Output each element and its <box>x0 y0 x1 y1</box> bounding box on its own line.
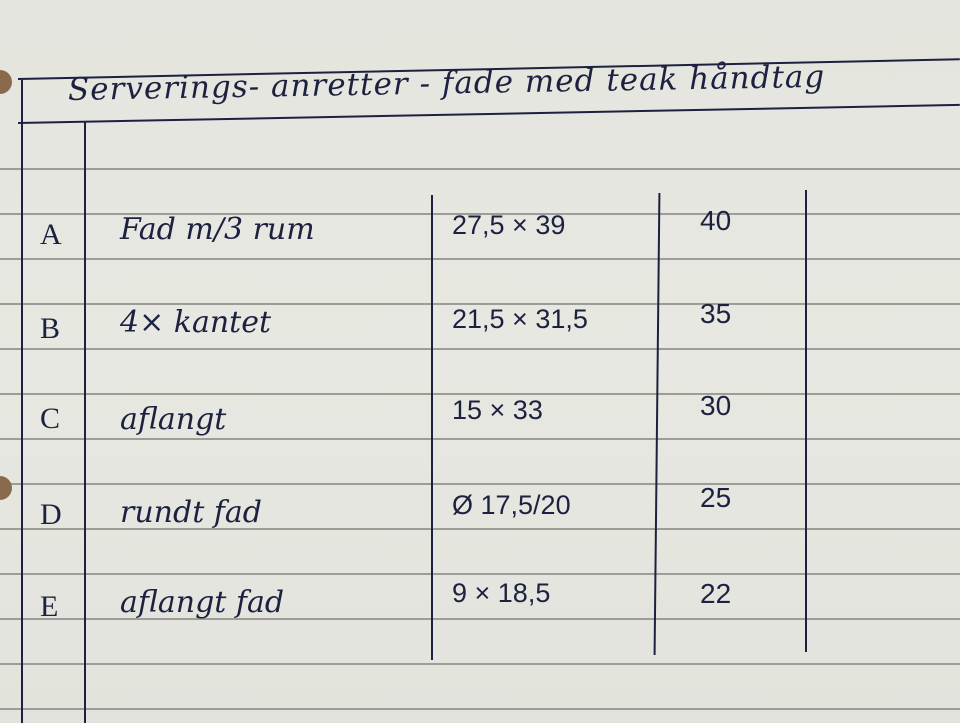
ruled-line <box>0 168 960 170</box>
ruled-line <box>0 393 960 395</box>
ruled-line <box>0 213 960 215</box>
margin-line-left <box>21 80 23 723</box>
ruled-line <box>0 663 960 665</box>
row-letter: A <box>40 218 62 251</box>
row-price: 40 <box>700 205 732 236</box>
row-description: aflangt fad <box>120 585 285 620</box>
row-price: 35 <box>700 298 732 329</box>
title-bottom-line <box>17 103 960 124</box>
ruled-line <box>0 528 960 530</box>
punch-hole <box>0 70 12 94</box>
ruled-line <box>0 618 960 620</box>
row-description: 4× kantet <box>120 305 272 340</box>
column-divider <box>805 190 807 652</box>
ruled-line <box>0 258 960 260</box>
margin-line-right <box>84 122 86 723</box>
ruled-line <box>0 708 960 710</box>
row-letter: C <box>40 402 61 435</box>
row-size: 21,5 × 31,5 <box>452 304 588 334</box>
punch-hole <box>0 476 12 500</box>
row-description: rundt fad <box>120 495 262 530</box>
row-price: 25 <box>700 482 732 513</box>
row-letter: B <box>40 312 61 345</box>
row-description: Fad m/3 rum <box>120 212 315 247</box>
ruled-line <box>0 438 960 440</box>
ruled-line <box>0 573 960 575</box>
ruled-line <box>0 348 960 350</box>
row-size: 27,5 × 39 <box>452 210 566 240</box>
row-size: 15 × 33 <box>452 395 543 425</box>
column-divider <box>431 195 433 660</box>
row-price: 30 <box>700 390 732 421</box>
row-description: aflangt <box>120 402 227 437</box>
row-letter: D <box>40 498 62 531</box>
column-divider <box>653 193 661 655</box>
row-size: Ø 17,5/20 <box>452 490 571 520</box>
row-letter: E <box>40 590 59 623</box>
row-price: 22 <box>700 578 732 609</box>
ruled-line <box>0 483 960 485</box>
row-size: 9 × 18,5 <box>452 578 551 608</box>
page-title: Serverings- anretter - fade med teak hån… <box>67 58 826 108</box>
ruled-line <box>0 303 960 305</box>
